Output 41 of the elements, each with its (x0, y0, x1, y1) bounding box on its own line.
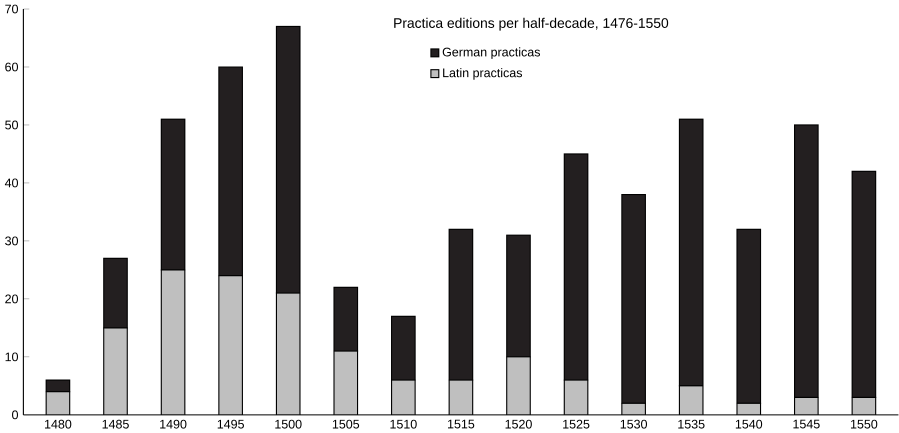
x-tick-label: 1505 (332, 420, 360, 428)
y-tick-label: 70 (5, 4, 18, 14)
bar (564, 380, 588, 415)
x-tick-label: 1515 (448, 420, 474, 428)
bar (333, 286, 358, 352)
y-tick-label: 40 (4, 178, 18, 188)
x-tick-label: 1495 (218, 420, 244, 428)
x-tick-label: 1480 (45, 420, 72, 428)
x-tick-label: 1525 (563, 420, 590, 428)
bar (218, 276, 242, 415)
y-tick-label: 10 (6, 352, 18, 362)
bar (679, 386, 703, 415)
y-tick-label: 50 (5, 120, 18, 130)
bar (161, 270, 185, 415)
x-tick-label: 1520 (506, 420, 532, 428)
bar (276, 293, 300, 415)
x-tick-label: 1490 (160, 420, 186, 428)
bar (46, 392, 70, 415)
x-tick-label: 1510 (390, 420, 417, 428)
y-tick-label: 0 (12, 410, 18, 420)
bar (852, 396, 876, 415)
y-tick-label: 20 (5, 294, 18, 304)
x-tick-label: 1535 (678, 420, 705, 428)
x-tick-label: 1545 (793, 420, 820, 428)
bar (392, 380, 416, 415)
bar (334, 350, 358, 415)
x-tick-label: 1485 (102, 420, 129, 428)
bar (391, 316, 416, 381)
y-tick-label: 60 (5, 62, 18, 72)
x-tick-label: 1540 (736, 420, 762, 428)
bar (506, 356, 530, 415)
legend-label: Latin practicas (443, 68, 522, 80)
y-tick-label: 30 (5, 236, 18, 246)
bar (449, 380, 473, 415)
x-tick-label: 1500 (275, 420, 302, 428)
x-tick-label: 1550 (850, 420, 878, 428)
bar (794, 397, 818, 415)
bar (104, 328, 128, 415)
text: Practica editions per half-decade, 1476-1550 (394, 18, 668, 31)
x-tick-label: 1530 (620, 420, 647, 428)
legend-label: German practicas (442, 47, 540, 59)
